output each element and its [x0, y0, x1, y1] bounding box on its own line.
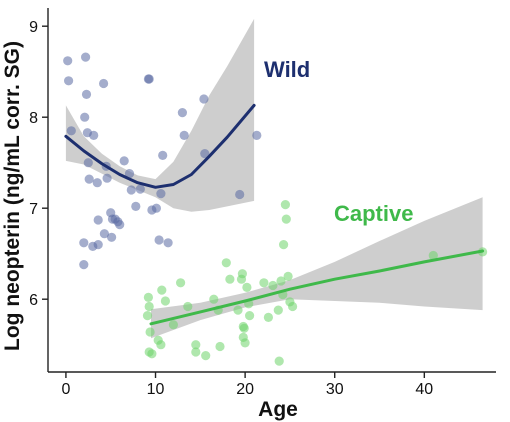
point-wild: [235, 189, 245, 200]
point-captive: [147, 349, 157, 359]
x-tick-label: 10: [147, 381, 165, 398]
point-captive: [239, 323, 249, 333]
series-label-wild: Wild: [264, 57, 310, 82]
point-captive: [215, 341, 225, 352]
point-wild: [64, 76, 74, 86]
x-axis-title: Age: [258, 398, 298, 421]
point-captive: [240, 338, 250, 348]
point-captive: [263, 312, 273, 322]
point-captive: [268, 280, 278, 291]
x-tick-label: 40: [415, 381, 433, 398]
point-wild: [156, 189, 166, 199]
x-tick-label: 0: [61, 381, 70, 398]
point-wild: [179, 130, 189, 140]
fit-line-captive: [149, 249, 485, 326]
point-captive: [259, 278, 269, 288]
point-captive: [245, 311, 255, 321]
point-wild: [102, 173, 112, 183]
point-wild: [107, 232, 117, 242]
point-captive: [142, 311, 153, 321]
fit-line-wild: [64, 103, 256, 189]
y-tick-label: 7: [29, 201, 38, 218]
point-wild: [80, 112, 90, 122]
point-captive: [157, 285, 167, 295]
point-captive: [237, 269, 247, 279]
point-wild: [252, 130, 262, 140]
point-captive: [225, 274, 235, 284]
x-tick-label: 30: [326, 381, 344, 398]
point-captive: [209, 294, 219, 304]
point-captive: [191, 347, 201, 357]
point-wild: [163, 238, 173, 248]
point-captive: [281, 214, 291, 224]
point-captive: [156, 340, 166, 350]
point-wild: [79, 238, 89, 248]
y-axis-title: Log neopterin (ng/mL corr. SG): [1, 41, 24, 351]
point-wild: [99, 78, 109, 89]
point-captive: [242, 282, 252, 292]
point-captive: [143, 292, 153, 302]
y-tick-label: 9: [29, 19, 38, 36]
point-wild: [119, 156, 129, 166]
x-tick-label: 20: [236, 381, 254, 398]
point-captive: [428, 250, 438, 261]
point-wild: [79, 260, 89, 270]
point-captive: [283, 271, 293, 281]
point-wild: [81, 52, 91, 62]
point-wild: [126, 185, 136, 195]
point-wild: [158, 150, 168, 160]
point-captive: [168, 320, 178, 330]
fit-lines: [64, 103, 485, 326]
point-wild: [93, 215, 103, 225]
point-wild: [89, 130, 99, 140]
ci-ribbon-captive: [151, 197, 483, 339]
point-wild: [131, 201, 141, 211]
point-captive: [183, 301, 193, 312]
point-captive: [176, 278, 186, 288]
point-wild: [66, 126, 76, 136]
point-wild: [99, 229, 109, 239]
point-captive: [280, 200, 290, 210]
point-wild: [144, 74, 154, 84]
data-points: [63, 52, 488, 366]
point-captive: [273, 305, 283, 315]
point-wild: [177, 108, 187, 118]
point-wild: [124, 169, 135, 179]
ci-ribbon-wild: [65, 18, 255, 212]
point-wild: [81, 89, 92, 99]
point-wild: [151, 203, 161, 213]
point-wild: [63, 56, 73, 66]
point-captive: [145, 327, 155, 337]
point-captive: [279, 240, 289, 250]
point-captive: [201, 351, 211, 361]
point-wild: [92, 178, 102, 188]
axes: 0 10 20 30 40 6 7 8 9: [29, 8, 496, 398]
point-wild: [135, 184, 145, 194]
point-wild: [115, 220, 125, 230]
y-tick-label: 8: [29, 110, 38, 127]
point-wild: [83, 158, 93, 168]
point-captive: [233, 305, 243, 315]
point-captive: [274, 356, 284, 366]
point-captive: [276, 276, 286, 286]
series-label-captive: Captive: [334, 201, 413, 226]
point-wild: [200, 149, 210, 159]
point-wild: [154, 235, 164, 245]
point-captive: [191, 340, 201, 350]
point-wild: [84, 174, 94, 184]
point-captive: [221, 258, 231, 268]
point-captive: [160, 296, 170, 306]
point-wild: [88, 241, 98, 251]
point-captive: [288, 301, 298, 312]
y-tick-label: 6: [29, 292, 38, 309]
point-captive: [144, 301, 154, 312]
point-wild: [199, 94, 209, 104]
